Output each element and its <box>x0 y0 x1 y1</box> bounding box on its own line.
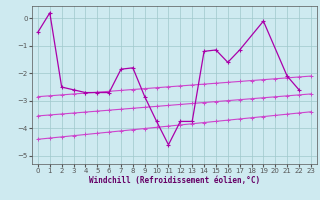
X-axis label: Windchill (Refroidissement éolien,°C): Windchill (Refroidissement éolien,°C) <box>89 176 260 185</box>
